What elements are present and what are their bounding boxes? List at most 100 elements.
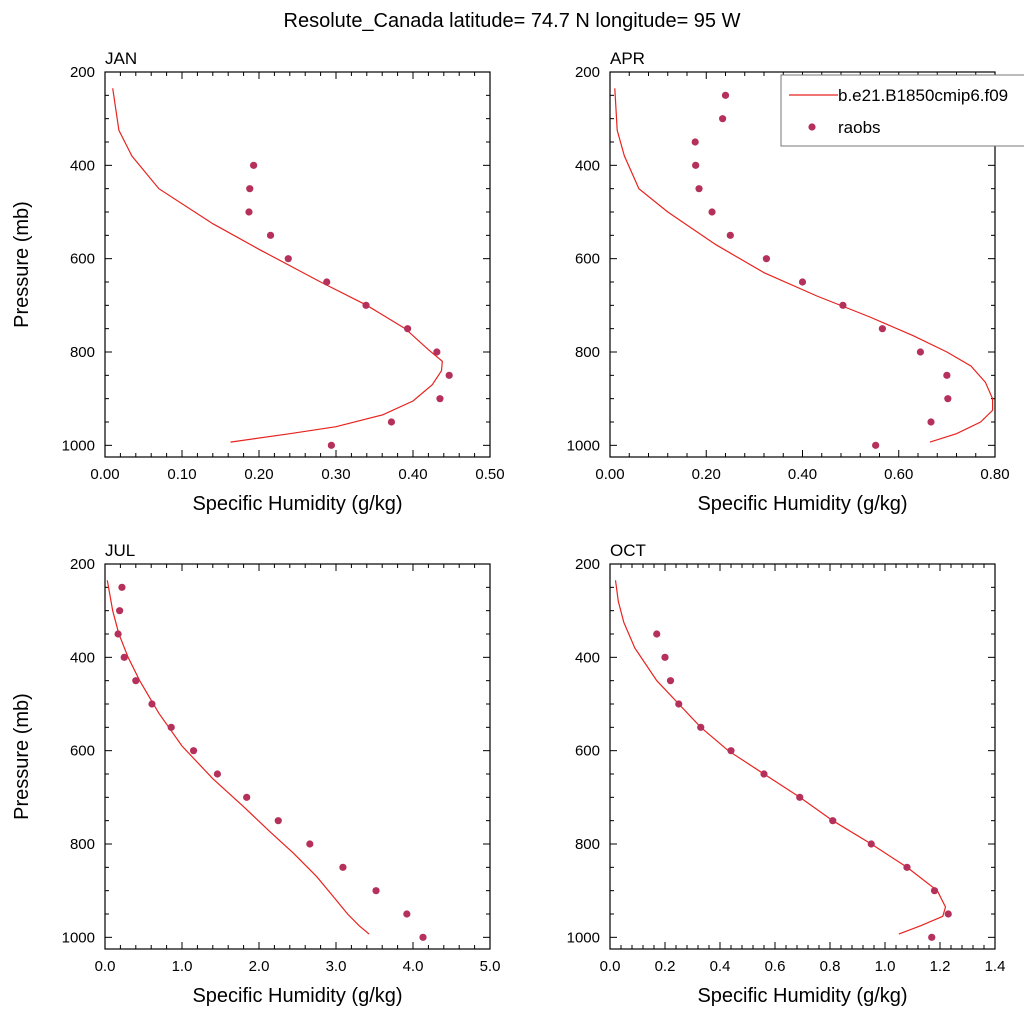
panel-jul: 0.0 1.0 2.0 3.0 4.0 5.0 200 400 600 800 1000 JUL Spe… [11,541,500,1007]
figure-title: Resolute_Canada latitude= 74.7 N longitu… [284,10,741,32]
raobs-point [116,607,124,615]
x-tick-label: 0.10 [167,466,196,483]
panel-jan: 0.00 0.10 0.20 0.30 0.40 0.50 200 400 600 800 1000… [11,49,505,515]
raobs-point [419,933,427,941]
x-tick-label: 0.20 [244,466,273,483]
panels-group: 0.00 0.10 0.20 0.30 0.40 0.50 200 400 600 800 1000… [11,49,1010,1007]
raobs-point [274,817,282,825]
y-axis-label: Pressure (mb) [11,201,33,328]
raobs-point [404,325,412,333]
raobs-point [118,583,126,591]
raobs-point [796,793,804,801]
y-tick-label: 800 [575,836,600,853]
plot-frame [104,71,491,458]
legend-model-label: b.e21.B1850cmip6.f09 [838,86,1008,105]
raobs-point [943,371,951,379]
raobs-point [762,255,771,263]
model-line [112,88,443,443]
x-tick-label: 0.2 [655,958,676,975]
y-tick-label: 400 [575,649,600,666]
x-tick-label: 0.20 [692,466,721,483]
legend: b.e21.B1850cmip6.f09 raobs [780,74,1024,147]
raobs-point [148,700,156,708]
raobs-point [697,723,705,731]
y-tick-label: 600 [70,743,95,760]
raobs-point [372,887,380,895]
x-tick-label: 0.0 [600,958,621,975]
raobs-point [927,418,935,426]
x-tick-label: 0.8 [820,958,841,975]
raobs-point [132,677,140,685]
raobs-point [675,700,683,708]
raobs-point [284,255,292,263]
raobs-point [944,395,952,403]
y-tick-label: 1000 [567,437,600,454]
x-tick-label: 2.0 [249,958,270,975]
raobs-point [719,115,727,123]
y-tick-label: 800 [575,344,600,361]
raobs-point [930,887,939,895]
raobs-point [798,278,807,286]
raobs-point [306,840,314,848]
y-tick-label: 800 [70,344,95,361]
raobs-point [327,441,335,449]
y-tick-label: 400 [70,649,95,666]
plot-frame [104,563,491,950]
y-tick-label: 200 [575,64,600,81]
raobs-point [250,161,258,169]
y-tick-label: 600 [575,251,600,268]
raobs-point [445,371,453,379]
panel-apr: 0.00 0.20 0.40 0.60 0.80 200 400 600 800 1000 APR S… [567,49,1010,515]
panel-oct: 0.0 0.2 0.4 0.6 0.8 1.0 1.2 1.4 200 400 600 800 1000… [567,541,1006,1007]
x-tick-label: 0.00 [90,466,119,483]
raobs-point [872,441,880,449]
raobs-point [120,653,128,661]
x-tick-label: 0.6 [765,958,786,975]
y-tick-label: 400 [575,157,600,174]
x-axis-label: Specific Humidity (g/kg) [192,493,402,515]
raobs-point [691,138,699,146]
y-tick-label: 1000 [567,929,600,946]
x-tick-label: 1.2 [930,958,951,975]
raobs-point [878,325,886,333]
raobs-point [246,185,254,193]
x-tick-label: 0.40 [398,466,427,483]
raobs-point [916,348,925,356]
x-tick-label: 0.0 [95,958,116,975]
raobs-point [726,231,734,239]
raobs-point [243,793,251,801]
model-line [106,580,370,935]
raobs-point [436,395,444,403]
raobs-point [695,185,703,193]
raobs-point [114,630,122,638]
raobs-point [867,840,875,848]
y-tick-label: 200 [575,556,600,573]
x-tick-label: 5.0 [480,958,501,975]
raobs-point [339,863,347,871]
raobs-point [167,723,175,731]
x-axis-label: Specific Humidity (g/kg) [697,985,907,1007]
x-tick-label: 0.40 [788,466,817,483]
raobs-point [944,910,952,918]
raobs-point [266,231,275,239]
y-tick-label: 800 [70,836,95,853]
raobs-point [661,653,669,661]
model-line [614,88,994,443]
raobs-point [189,747,198,755]
raobs-point [727,747,735,755]
raobs-point [829,817,837,825]
panel-title: JUL [105,541,135,560]
raobs-point [692,161,700,169]
legend-dot-swatch [808,123,816,131]
raobs-point [213,770,222,778]
x-tick-label: 1.4 [985,958,1006,975]
y-axis-label: Pressure (mb) [11,693,33,820]
x-tick-label: 0.50 [475,466,504,483]
x-tick-label: 0.60 [884,466,913,483]
raobs-point [403,910,411,918]
x-tick-label: 4.0 [403,958,424,975]
raobs-point [653,630,661,638]
x-axis-label: Specific Humidity (g/kg) [697,493,907,515]
panel-title: JAN [105,49,137,68]
